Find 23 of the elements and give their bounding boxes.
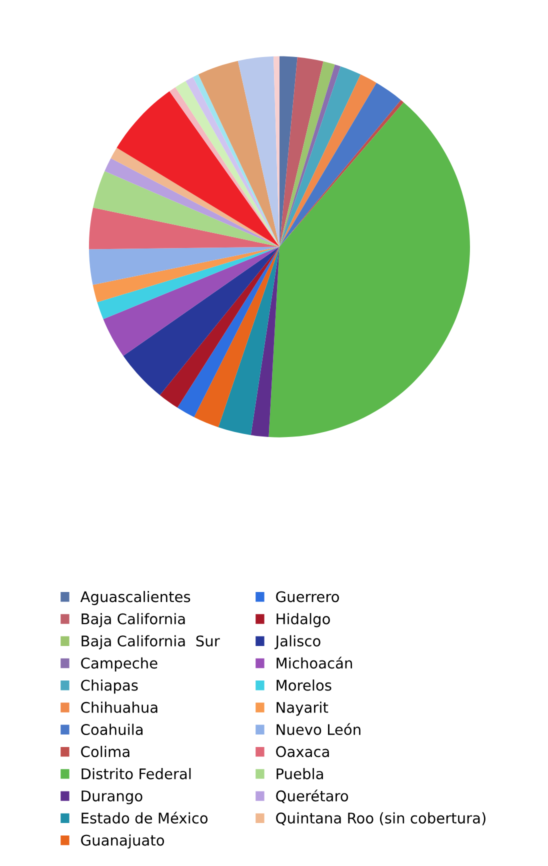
legend-label: Colima: [81, 746, 130, 758]
legend-label: Nayarit: [276, 702, 328, 716]
legend-label: Coahuila: [81, 724, 143, 736]
legend-label: Baja California Sur: [82, 635, 220, 650]
legend-label: Aguascalientes: [80, 590, 190, 606]
legend-label: Querétaro: [276, 790, 348, 804]
legend-label: Nuevo León: [276, 723, 360, 736]
legend-label: Michoacán: [276, 656, 352, 669]
legend-label: Campeche: [81, 657, 158, 672]
legend-label: Guerrero: [276, 591, 339, 602]
legend-label: Estado de México: [82, 812, 208, 824]
legend-label: Chiapas: [81, 679, 138, 694]
legend-label: Morelos: [276, 679, 332, 691]
legend-label: Durango: [82, 790, 142, 804]
legend-label: Hidalgo: [276, 613, 330, 628]
legend-label: Chihuahua: [81, 702, 158, 713]
legend-label: Guanajuato: [81, 834, 164, 849]
legend-label: Distrito Federal: [82, 768, 191, 780]
legend-label: Baja California: [82, 613, 185, 628]
legend-label: Quintana Roo (sin cobertura): [276, 812, 486, 826]
legend-label: Puebla: [276, 768, 323, 780]
legend-label: Oaxaca: [276, 746, 329, 758]
legend-label: Jalisco: [274, 635, 320, 650]
